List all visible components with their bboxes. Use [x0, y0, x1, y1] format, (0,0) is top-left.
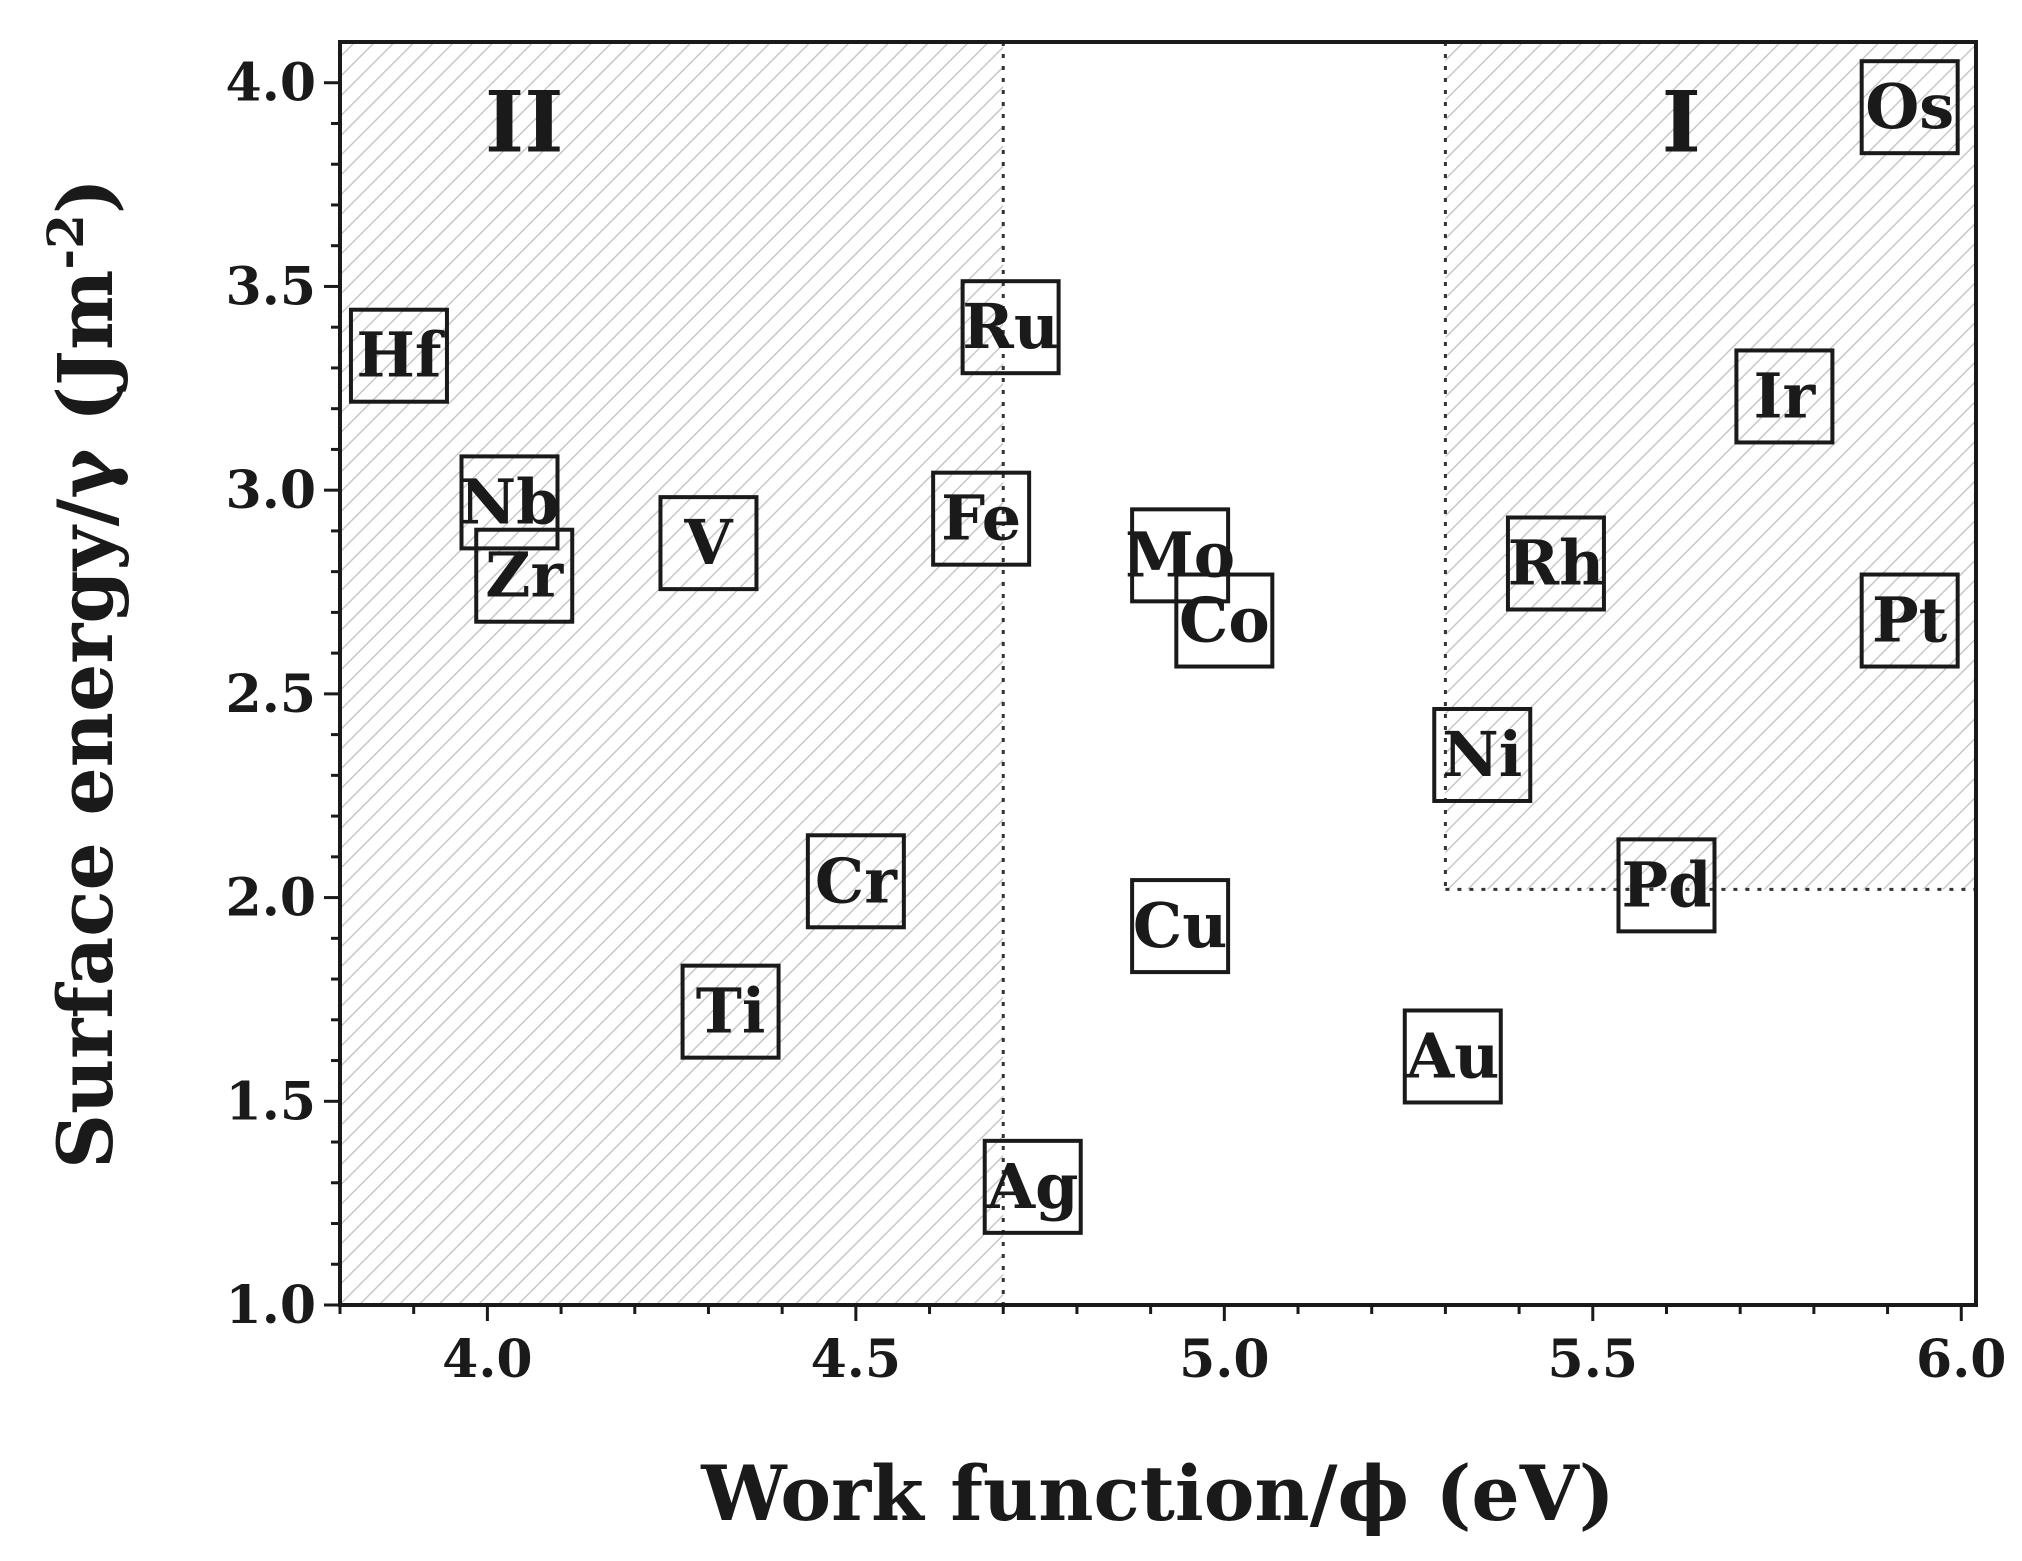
y-axis-title-superscript: -2	[36, 214, 95, 270]
point-box-Mo	[1130, 507, 1231, 604]
point-box-Cu	[1130, 878, 1231, 975]
x-tick-label: 4.5	[811, 1329, 901, 1390]
point-Pd: Pd	[1616, 837, 1717, 934]
point-label-V: V	[683, 506, 733, 579]
y-axis-title-main: Surface energy/γ (Jm	[41, 270, 130, 1169]
point-Ru: Ru	[960, 279, 1061, 376]
point-box-Ni	[1432, 706, 1533, 803]
point-Zr: Zr	[474, 527, 575, 624]
point-label-Ni: Ni	[1442, 718, 1522, 791]
point-box-Pd	[1616, 837, 1717, 934]
point-Ir: Ir	[1734, 348, 1835, 445]
y-tick-label: 1.0	[226, 1275, 316, 1336]
point-Mo: Mo	[1125, 507, 1235, 604]
y-axis: 1.0 1.5 2.0 2.5 3.0 3.5 4.0	[226, 53, 340, 1336]
y-tick-label: 3.5	[226, 256, 316, 317]
point-label-Fe: Fe	[941, 482, 1021, 555]
point-Ag: Ag	[982, 1138, 1083, 1235]
point-box-Ru	[960, 279, 1061, 376]
point-label-Pt: Pt	[1872, 584, 1948, 657]
region-labels: II I	[485, 72, 1701, 171]
y-tick-label: 2.5	[226, 664, 316, 725]
point-Cu: Cu	[1130, 878, 1231, 975]
shaded-regions	[340, 40, 1976, 1305]
point-Os: Os	[1859, 59, 1960, 156]
region-0-fill	[340, 42, 1004, 1305]
point-label-Ti: Ti	[696, 975, 766, 1048]
point-label-Mo: Mo	[1125, 518, 1235, 591]
point-box-Pt	[1859, 572, 1960, 669]
point-Cr: Cr	[805, 833, 906, 930]
y-tick-label: 1.5	[226, 1071, 316, 1132]
point-label-Cu: Cu	[1133, 889, 1227, 962]
point-label-Pd: Pd	[1621, 848, 1711, 921]
x-tick-label: 5.5	[1548, 1329, 1638, 1390]
point-box-Hf	[348, 307, 449, 404]
y-tick-label: 2.0	[226, 868, 316, 929]
y-tick-label: 3.0	[226, 460, 316, 521]
point-label-Ir: Ir	[1754, 359, 1817, 432]
point-label-Hf: Hf	[356, 319, 445, 392]
point-Pt: Pt	[1859, 572, 1960, 669]
point-Nb: Nb	[459, 454, 560, 551]
point-label-Rh: Rh	[1508, 526, 1605, 599]
point-Fe: Fe	[931, 470, 1032, 567]
point-box-Os	[1859, 59, 1960, 156]
point-box-Ti	[680, 963, 781, 1060]
point-label-Co: Co	[1179, 584, 1270, 657]
region-label-I: I	[1662, 72, 1701, 171]
x-tick-label: 5.0	[1179, 1329, 1269, 1390]
point-label-Os: Os	[1865, 70, 1954, 143]
point-box-Nb	[459, 454, 560, 551]
y-axis-title: Surface energy/γ (Jm-2)	[36, 178, 131, 1169]
point-Au: Au	[1402, 1008, 1503, 1105]
region-label-II: II	[485, 72, 564, 171]
point-box-Au	[1402, 1008, 1503, 1105]
plot-frame	[338, 40, 1978, 1307]
point-label-Zr: Zr	[485, 539, 564, 612]
point-box-Ir	[1734, 348, 1835, 445]
x-axis: 4.0 4.5 5.0 5.5 6.0	[338, 1305, 2006, 1390]
point-Ni: Ni	[1432, 706, 1533, 803]
region-1-fill	[1445, 42, 1976, 890]
point-box-Ag	[982, 1138, 1083, 1235]
point-box-Cr	[805, 833, 906, 930]
point-Ti: Ti	[680, 963, 781, 1060]
point-box-Fe	[931, 470, 1032, 567]
point-box-V	[658, 495, 759, 592]
x-tick-label: 6.0	[1916, 1329, 2006, 1390]
point-label-Au: Au	[1405, 1019, 1499, 1092]
point-Co: Co	[1174, 572, 1275, 669]
point-Hf: Hf	[348, 307, 449, 404]
point-label-Ru: Ru	[962, 290, 1059, 363]
point-V: V	[658, 495, 759, 592]
x-tick-label: 4.0	[442, 1329, 532, 1390]
point-box-Rh	[1505, 515, 1606, 612]
point-box-Co	[1174, 572, 1275, 669]
y-axis-title-close: )	[41, 178, 130, 214]
point-box-Zr	[474, 527, 575, 624]
x-axis-title: Work function/ϕ (eV)	[700, 1449, 1614, 1538]
point-Rh: Rh	[1505, 515, 1606, 612]
point-label-Cr: Cr	[815, 844, 898, 917]
y-tick-label: 4.0	[226, 53, 316, 114]
point-label-Nb: Nb	[459, 465, 559, 538]
point-label-Ag: Ag	[986, 1150, 1078, 1223]
